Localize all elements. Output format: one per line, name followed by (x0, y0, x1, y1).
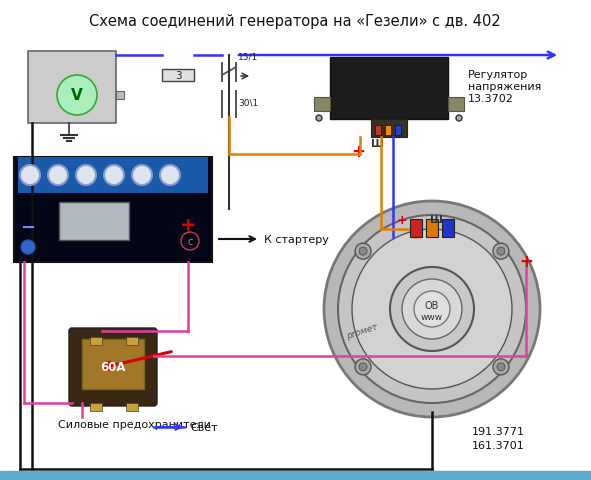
Circle shape (48, 166, 68, 186)
Circle shape (355, 359, 371, 375)
Text: +: + (351, 143, 365, 161)
Text: V: V (71, 88, 83, 103)
Text: proмет: proмет (345, 322, 379, 341)
Text: Регулятор: Регулятор (468, 70, 528, 80)
Text: +: + (397, 213, 407, 226)
Circle shape (316, 116, 322, 122)
Bar (371, 120, 407, 138)
Text: 15/1: 15/1 (238, 53, 258, 62)
Bar (18, 157, 208, 193)
Circle shape (390, 267, 474, 351)
Bar (126, 403, 138, 411)
Text: Ш: Ш (371, 139, 384, 149)
Bar (90, 337, 102, 345)
Circle shape (76, 166, 96, 186)
Circle shape (359, 248, 367, 256)
Bar (126, 337, 138, 345)
Text: К стартеру: К стартеру (264, 235, 329, 244)
Bar (314, 98, 330, 112)
Bar (330, 58, 448, 120)
Circle shape (57, 76, 97, 116)
Bar (28, 52, 116, 124)
Text: Ш: Ш (430, 215, 443, 225)
Text: 191.3771: 191.3771 (472, 426, 525, 436)
Circle shape (402, 279, 462, 339)
Text: 13.3702: 13.3702 (468, 94, 514, 104)
Bar (385, 126, 391, 136)
Circle shape (160, 166, 180, 186)
Bar (0, 471, 591, 480)
Circle shape (338, 216, 526, 403)
Bar (375, 126, 381, 136)
Bar (448, 98, 464, 112)
Text: www: www (421, 312, 443, 321)
Text: ОВ: ОВ (425, 300, 439, 311)
Text: Силовые предохранители: Силовые предохранители (58, 419, 211, 429)
FancyBboxPatch shape (69, 328, 157, 406)
Circle shape (324, 202, 540, 417)
Bar (395, 126, 401, 136)
Bar (59, 203, 129, 240)
Circle shape (493, 244, 509, 260)
Text: +: + (519, 252, 533, 270)
Bar (116, 92, 124, 100)
Circle shape (20, 166, 40, 186)
Circle shape (21, 240, 35, 254)
Text: напряжения: напряжения (468, 82, 541, 92)
Bar (442, 219, 454, 238)
Circle shape (497, 248, 505, 256)
Text: 60А: 60А (100, 361, 126, 374)
Text: с: с (187, 237, 193, 247)
Text: −: − (21, 218, 35, 237)
Circle shape (414, 291, 450, 327)
Text: 161.3701: 161.3701 (472, 440, 525, 450)
Circle shape (493, 359, 509, 375)
Text: 3: 3 (175, 71, 181, 81)
Circle shape (359, 363, 367, 371)
Circle shape (456, 116, 462, 122)
Text: Свет: Свет (190, 422, 217, 432)
Bar (82, 339, 144, 389)
Bar (426, 219, 438, 238)
Text: 30\1: 30\1 (238, 98, 258, 107)
Circle shape (132, 166, 152, 186)
Circle shape (104, 166, 124, 186)
Bar (14, 157, 212, 263)
Circle shape (181, 232, 199, 251)
Bar (162, 70, 194, 82)
Text: +: + (180, 216, 196, 235)
Bar (410, 219, 422, 238)
Circle shape (497, 363, 505, 371)
Circle shape (355, 244, 371, 260)
Text: Схема соединений генератора на «Гезели» с дв. 402: Схема соединений генератора на «Гезели» … (89, 14, 501, 29)
Bar (90, 403, 102, 411)
Circle shape (352, 229, 512, 389)
